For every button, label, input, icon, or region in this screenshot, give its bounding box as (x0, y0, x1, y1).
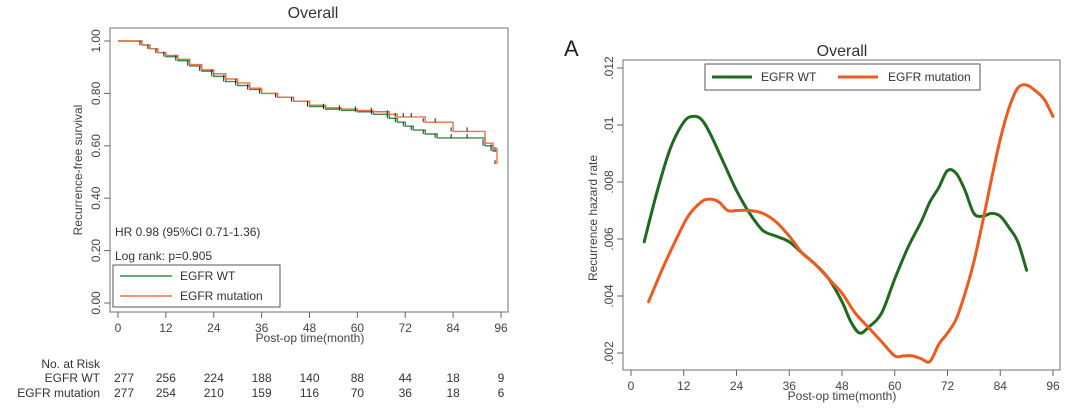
km-line-egfr-wt (118, 40, 498, 152)
hazard-x-tick-label: 60 (888, 379, 902, 393)
hazard-x-tick-label: 96 (1046, 379, 1060, 393)
km-y-tick-label: 1.00 (89, 29, 103, 53)
risk-count: 6 (498, 386, 505, 400)
hazard-y-axis-title: Recurrence hazard rate (586, 155, 600, 281)
risk-row-label: EGFR WT (45, 371, 101, 385)
km-y-axis-title: Recurrence-free survival (71, 105, 85, 236)
risk-count: 210 (204, 386, 224, 400)
hazard-x-tick-label: 0 (628, 379, 635, 393)
risk-count: 254 (156, 386, 176, 400)
hazard-legend-label-mut: EGFR mutation (888, 70, 971, 84)
km-x-tick-label: 24 (207, 321, 221, 335)
hazard-x-axis-title: Post-op time(month) (788, 389, 897, 403)
hazard-x-tick-label: 72 (941, 379, 955, 393)
risk-count: 140 (299, 371, 319, 385)
risk-count: 18 (446, 371, 460, 385)
hazard-line-egfr-mutation (647, 83, 1055, 364)
risk-count: 116 (300, 386, 319, 400)
hazard-legend-label-wt: EGFR WT (761, 70, 817, 84)
hazard-legend: EGFR WT EGFR mutation (704, 63, 981, 91)
risk-count: 277 (114, 371, 134, 385)
km-x-axis-title: Post-op time(month) (256, 331, 365, 345)
km-y-tick-label: 0.40 (89, 186, 103, 210)
hazard-y-tick-label: .006 (602, 227, 616, 251)
km-x-tick-label: 60 (351, 321, 365, 335)
hazard-y-tick-label: .01 (602, 116, 616, 133)
hazard-x-ticks: 0 12 24 36 48 60 72 84 96 (628, 370, 1060, 393)
hazard-y-tick-label: .012 (602, 56, 616, 80)
risk-count: 159 (252, 386, 272, 400)
hazard-y-tick-label: .002 (602, 341, 616, 365)
km-legend-box (112, 264, 281, 308)
risk-count: 36 (399, 386, 413, 400)
km-y-tick-label: 0.60 (89, 134, 103, 158)
km-hazard-ratio: HR 0.98 (95%CI 0.71-1.36) (115, 225, 260, 239)
risk-count: 256 (156, 371, 176, 385)
risk-count: 9 (498, 371, 505, 385)
hazard-y-ticks: .002 .004 .006 .008 .01 .012 (602, 56, 623, 365)
hazard-title: Overall (817, 43, 868, 60)
risk-table-header: No. at Risk (41, 357, 101, 371)
hazard-x-tick-label: 24 (730, 379, 744, 393)
km-x-tick-label: 0 (115, 321, 122, 335)
km-y-tick-label: 0.20 (89, 239, 103, 263)
risk-count: 18 (446, 386, 460, 400)
km-x-ticks: 0 12 24 36 48 60 72 84 96 (115, 312, 508, 335)
km-x-tick-label: 12 (159, 321, 173, 335)
risk-count: 224 (204, 371, 224, 385)
km-x-tick-label: 96 (494, 321, 508, 335)
km-x-tick-label: 72 (399, 321, 413, 335)
km-x-tick-label: 36 (255, 321, 269, 335)
km-y-ticks: 0.00 0.20 0.40 0.60 0.80 1.00 (89, 29, 110, 315)
km-legend: EGFR WT EGFR mutation (112, 264, 281, 308)
km-line-egfr-mutation (118, 40, 498, 165)
km-title: Overall (288, 5, 339, 22)
hazard-y-tick-label: .008 (602, 170, 616, 194)
risk-table: No. at Risk EGFR WT EGFR mutation 277 256… (17, 357, 504, 400)
panel-label: A (564, 36, 579, 61)
hazard-y-tick-label: .004 (602, 284, 616, 308)
km-x-tick-label: 48 (303, 321, 317, 335)
km-legend-label-mut: EGFR mutation (180, 289, 263, 303)
risk-count: 277 (114, 386, 134, 400)
risk-count: 88 (351, 371, 365, 385)
km-y-tick-label: 0.80 (89, 81, 103, 105)
risk-row-label: EGFR mutation (17, 386, 100, 400)
risk-count: 44 (399, 371, 413, 385)
hazard-series-group (642, 83, 1055, 364)
km-x-tick-label: 84 (446, 321, 460, 335)
risk-count: 188 (252, 371, 272, 385)
hazard-x-tick-label: 36 (783, 379, 797, 393)
km-chart: Overall 0.00 0.20 0.40 0.60 0.80 1.00 0 12 24 36… (17, 5, 509, 400)
hazard-chart: A Overall .002 .004 .006 .008 .01 .012 0 12 24 3… (564, 36, 1061, 403)
km-y-tick-label: 0.00 (89, 291, 103, 315)
hazard-x-tick-label: 48 (835, 379, 849, 393)
hazard-x-tick-label: 12 (677, 379, 691, 393)
hazard-x-tick-label: 84 (994, 379, 1008, 393)
risk-count: 70 (351, 386, 365, 400)
km-logrank: Log rank: p=0.905 (115, 249, 212, 263)
km-series-group (118, 40, 498, 165)
hazard-line-egfr-wt (642, 114, 1029, 335)
km-legend-label-wt: EGFR WT (180, 269, 236, 283)
